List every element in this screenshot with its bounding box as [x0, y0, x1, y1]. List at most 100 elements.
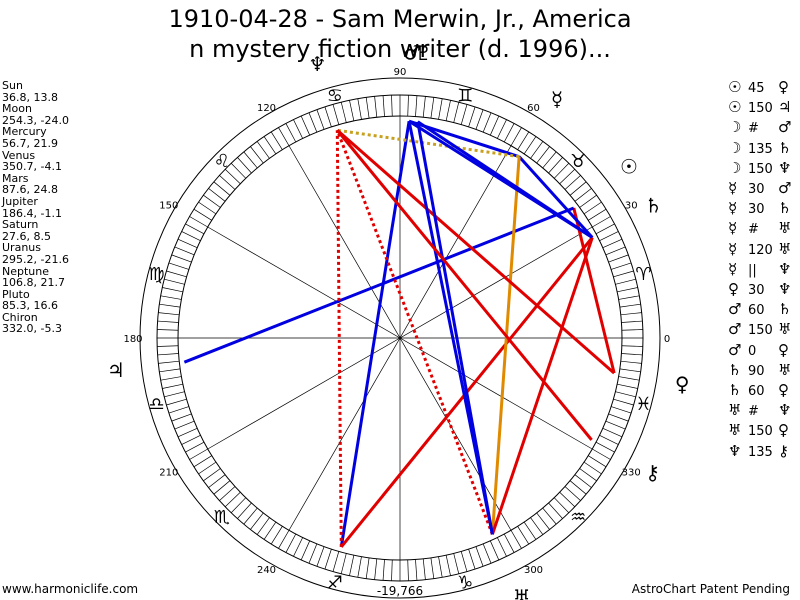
- degree-tick: [430, 557, 435, 579]
- aspect-type: 45: [748, 81, 765, 96]
- degree-tick: [285, 533, 297, 553]
- aspect-planet-2: ♅: [778, 320, 792, 339]
- aspect-type: #: [748, 222, 759, 238]
- degree-tick: [237, 157, 252, 174]
- aspect-line: [572, 207, 616, 374]
- position-name: Sun: [2, 79, 23, 92]
- aspect-type: 150: [748, 424, 773, 440]
- aspect-planet-1: ☽: [728, 138, 742, 157]
- zodiac-sign-icon: ♈: [635, 264, 651, 285]
- aspect-planet-2: ♆: [778, 280, 792, 299]
- aspect-planet-2: ♅: [778, 360, 792, 379]
- degree-tick: [605, 420, 626, 430]
- degree-tick: [157, 320, 179, 323]
- degree-label: 150: [159, 201, 178, 212]
- degree-tick: [453, 553, 460, 574]
- degree-tick: [168, 262, 189, 270]
- aspect-planet-2: ♆: [778, 401, 792, 420]
- degree-tick: [617, 383, 638, 389]
- degree-tick: [256, 517, 270, 535]
- wheel-labels: 0306090120150180210240270300330♈♉♊♋♌♍♎♏♐…: [123, 67, 670, 593]
- aspect-planet-2: ♅: [778, 239, 792, 258]
- planet-glyphs: ☉☽☿♀♂♃♄♅♆♇⚷: [107, 40, 690, 600]
- degree-tick: [181, 231, 201, 241]
- degree-tick: [583, 201, 602, 215]
- degree-tick: [391, 95, 393, 117]
- degree-tick: [159, 368, 181, 373]
- degree-label: 240: [257, 565, 276, 576]
- degree-tick: [332, 551, 340, 572]
- degree-tick: [599, 435, 619, 445]
- degree-tick: [208, 188, 226, 202]
- degree-tick: [559, 168, 576, 185]
- degree-tick: [324, 549, 332, 570]
- degree-tick: [230, 162, 247, 179]
- degree-tick: [460, 551, 468, 572]
- degree-tick: [569, 181, 587, 196]
- degree-tick: [548, 157, 563, 174]
- position-name: Uranus: [2, 241, 41, 255]
- degree-label: 60: [527, 103, 540, 114]
- aspect-planet-2: ♀: [778, 78, 789, 96]
- degree-tick: [489, 115, 500, 136]
- saturn-icon: ♄: [644, 193, 662, 217]
- degree-tick: [445, 100, 451, 121]
- footer-website[interactable]: www.harmoniclife.com: [2, 582, 139, 596]
- position-value: 186.4, -1.1: [2, 206, 62, 220]
- degree-tick: [166, 398, 187, 406]
- aspect-planet-1: ♂: [728, 300, 742, 319]
- degree-tick: [158, 312, 180, 316]
- degree-tick: [475, 546, 484, 567]
- aspect-type: 60: [748, 303, 765, 319]
- degree-tick: [621, 345, 643, 347]
- degree-tick: [203, 194, 221, 208]
- position-name: Saturn: [2, 218, 39, 232]
- degree-label: 210: [159, 468, 178, 479]
- degree-tick: [340, 102, 347, 123]
- degree-tick: [243, 507, 258, 525]
- degree-tick: [615, 391, 636, 398]
- position-value: 27.6, 8.5: [2, 229, 51, 243]
- degree-tick: [618, 295, 640, 300]
- aspect-planet-1: ☽: [728, 118, 742, 137]
- degree-tick: [613, 398, 634, 406]
- degree-tick: [349, 100, 355, 121]
- neptune-icon: ♆: [308, 52, 326, 76]
- aspect-planet-2: ♂: [778, 179, 792, 198]
- aspect-planet-1: ♅: [728, 421, 742, 440]
- degree-tick: [617, 287, 638, 293]
- degree-tick: [193, 208, 212, 221]
- aspect-planet-2: ♀: [778, 381, 789, 400]
- degree-tick: [177, 427, 198, 438]
- degree-tick: [475, 109, 484, 130]
- degree-tick: [579, 194, 597, 208]
- aspect-type: 30: [748, 283, 765, 299]
- aspect-planet-2: ♀: [778, 421, 789, 440]
- degree-tick: [157, 329, 179, 331]
- zodiac-sign-icon: ♑: [457, 572, 473, 593]
- degree-tick: [237, 502, 252, 519]
- aspect-planet-1: ☉: [728, 98, 742, 117]
- degree-tick: [157, 345, 179, 347]
- bottom-value: -19,766: [377, 584, 423, 598]
- aspect-row: ☿ # ♅: [728, 219, 791, 239]
- degree-tick: [198, 461, 217, 475]
- planet-positions-list: Sun 36.8, 13.8 Moon 254.3, -24.0 Mercury 56.7…: [2, 80, 69, 335]
- degree-tick: [438, 98, 443, 120]
- degree-tick: [157, 353, 179, 356]
- outer-circle: [139, 77, 661, 599]
- degree-tick: [517, 526, 530, 545]
- degree-label: 0: [664, 334, 670, 345]
- aspect-row: ♂ 0 ♀: [728, 341, 791, 361]
- aspect-list: ☉ 45 ♀ ☉ 150 ♃ ☽ # ♂ ☽ 135 ♄ ☽ 150 ♆ ☿ 30 ♂ ☿ 30 ♄ ☿ # ♅ ☿ 120 ♅ ☿ |…: [728, 78, 791, 462]
- degree-tick: [595, 223, 615, 235]
- degree-tick: [407, 559, 409, 581]
- aspect-row: ☉ 150 ♃: [728, 98, 791, 118]
- degree-tick: [553, 162, 570, 179]
- footer-patent-notice: AstroChart Patent Pending: [631, 582, 790, 596]
- degree-tick: [193, 455, 212, 468]
- aspect-line: [518, 155, 594, 239]
- degree-tick: [618, 376, 640, 381]
- position-value: 106.8, 21.7: [2, 276, 65, 290]
- degree-tick: [185, 441, 205, 453]
